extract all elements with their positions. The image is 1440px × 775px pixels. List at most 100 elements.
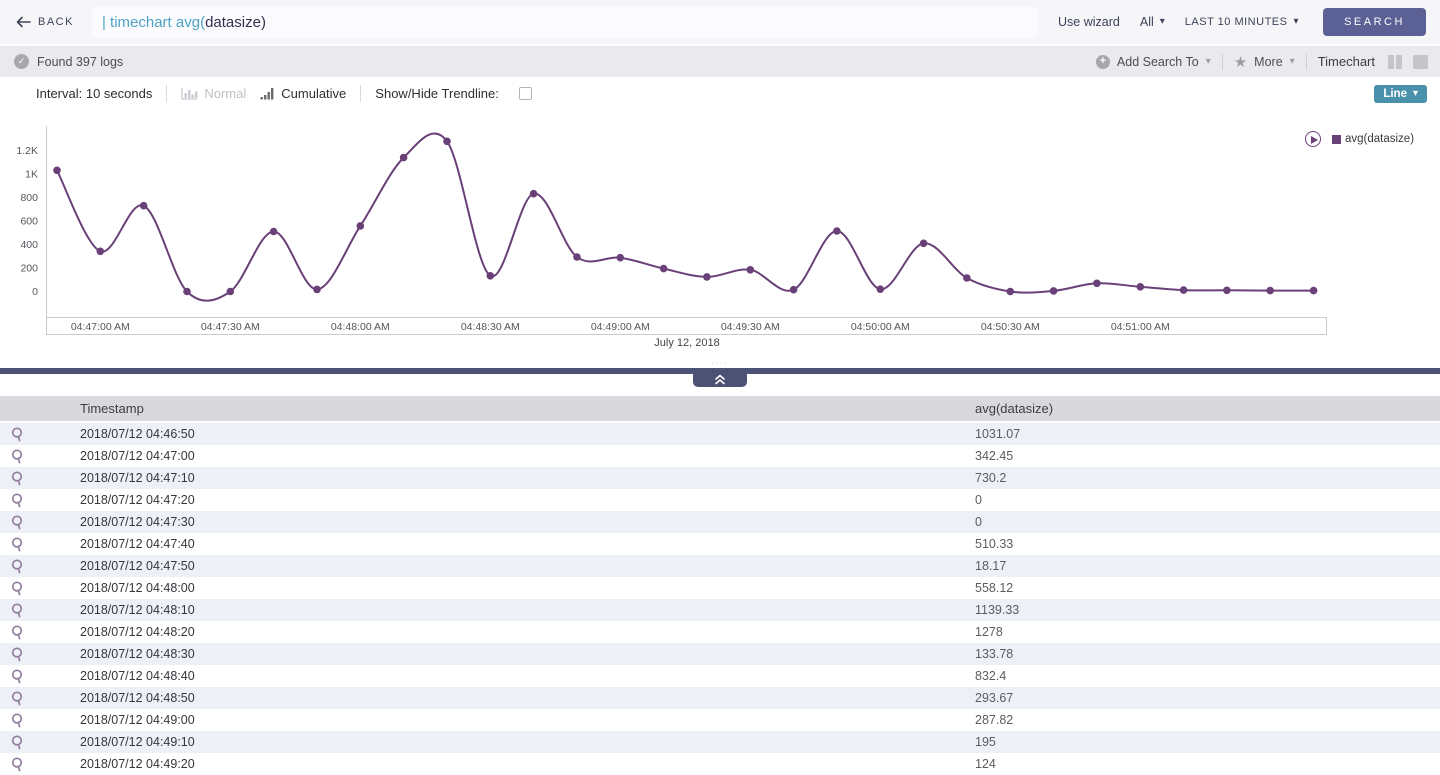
row-timestamp: 2018/07/12 04:47:00: [80, 449, 195, 463]
row-timestamp: 2018/07/12 04:49:10: [80, 735, 195, 749]
table-row: 2018/07/12 04:48:20 1278: [0, 621, 1440, 643]
top-search-bar: BACK | timechart avg(datasize) Use wizar…: [0, 0, 1440, 46]
table-row: 2018/07/12 04:49:00 287.82: [0, 709, 1440, 731]
query-input[interactable]: | timechart avg(datasize): [91, 7, 1039, 37]
time-range-value: LAST 10 MINUTES: [1184, 16, 1288, 28]
chevron-down-icon: ▾: [1205, 55, 1211, 67]
row-search-icon[interactable]: [11, 668, 25, 684]
scope-dropdown[interactable]: All ▾: [1130, 15, 1175, 29]
add-search-to-dropdown[interactable]: + Add Search To ▾: [1095, 54, 1211, 69]
time-range-dropdown[interactable]: LAST 10 MINUTES ▾: [1175, 16, 1309, 28]
row-search-icon[interactable]: [11, 690, 25, 706]
chevron-down-icon: ▾: [1289, 55, 1295, 67]
chevron-down-icon: ▾: [1412, 87, 1418, 99]
row-value: 293.67: [975, 691, 1014, 705]
svg-text:04:48:00 AM: 04:48:00 AM: [331, 321, 390, 333]
svg-text:04:49:00 AM: 04:49:00 AM: [591, 321, 650, 333]
row-value: 510.33: [975, 537, 1014, 551]
scope-value: All: [1139, 15, 1154, 29]
svg-text:04:50:30 AM: 04:50:30 AM: [981, 321, 1040, 333]
row-search-icon[interactable]: [11, 624, 25, 640]
series-legend-label[interactable]: avg(datasize): [1345, 133, 1415, 145]
plus-circle-icon: +: [1095, 54, 1110, 69]
chart-type-dropdown[interactable]: Line ▾: [1374, 84, 1427, 103]
row-search-icon[interactable]: [11, 756, 25, 772]
check-circle-icon: ✓: [14, 54, 29, 69]
timechart: 0 200 400 600 800 1K 1.2K 04:47:00 AM 04:47:30 A…: [0, 110, 1440, 360]
chevron-down-icon: ▾: [1293, 16, 1299, 27]
trendline-label: Show/Hide Trendline:: [375, 86, 499, 101]
normal-mode-button[interactable]: Normal: [181, 86, 246, 101]
row-timestamp: 2018/07/12 04:47:50: [80, 559, 195, 573]
table-row: 2018/07/12 04:48:00 558.12: [0, 577, 1440, 599]
divider: [1221, 53, 1223, 70]
grip-dots-icon: ····: [711, 360, 729, 367]
row-search-icon[interactable]: [11, 426, 25, 442]
use-wizard-link[interactable]: Use wizard: [1058, 15, 1120, 29]
full-view-icon[interactable]: [1413, 54, 1428, 69]
row-value: 1031.07: [975, 427, 1021, 441]
table-row: 2018/07/12 04:48:40 832.4: [0, 665, 1440, 687]
table-row: 2018/07/12 04:47:50 18.17: [0, 555, 1440, 577]
row-search-icon[interactable]: [11, 536, 25, 552]
row-timestamp: 2018/07/12 04:47:40: [80, 537, 195, 551]
more-label: More: [1254, 54, 1283, 69]
column-header-avg-datasize[interactable]: avg(datasize): [975, 401, 1054, 416]
row-search-icon[interactable]: [11, 470, 25, 486]
table-row: 2018/07/12 04:47:00 342.45: [0, 445, 1440, 467]
play-circle-icon[interactable]: [1305, 131, 1321, 147]
svg-text:400: 400: [20, 239, 38, 251]
row-value: 558.12: [975, 581, 1014, 595]
table-row: 2018/07/12 04:47:10 730.2: [0, 467, 1440, 489]
svg-text:600: 600: [20, 216, 38, 228]
row-search-icon[interactable]: [11, 734, 25, 750]
add-search-to-label: Add Search To: [1116, 54, 1199, 69]
cumulative-label: Cumulative: [281, 86, 347, 101]
row-search-icon[interactable]: [11, 646, 25, 662]
row-value: 832.4: [975, 669, 1007, 683]
query-text-command: | timechart avg(: [101, 13, 206, 31]
star-icon: ★: [1233, 53, 1248, 71]
row-timestamp: 2018/07/12 04:48:50: [80, 691, 195, 705]
svg-text:1K: 1K: [25, 169, 38, 181]
query-text-arg: datasize): [205, 13, 266, 31]
search-button[interactable]: SEARCH: [1323, 8, 1426, 36]
found-logs-text: Found 397 logs: [37, 54, 124, 69]
chevron-down-icon: ▾: [1159, 16, 1165, 27]
row-search-icon[interactable]: [11, 492, 25, 508]
row-timestamp: 2018/07/12 04:49:20: [80, 757, 195, 771]
row-value: 195: [975, 735, 996, 749]
column-header-timestamp[interactable]: Timestamp: [80, 401, 144, 416]
svg-text:July 12, 2018: July 12, 2018: [654, 337, 719, 349]
collapse-chart-button[interactable]: [693, 368, 747, 387]
double-chevron-up-icon: [715, 374, 725, 385]
bar-chart-icon: [181, 88, 198, 100]
row-search-icon[interactable]: [11, 558, 25, 574]
svg-text:04:47:00 AM: 04:47:00 AM: [71, 321, 130, 333]
row-search-icon[interactable]: [11, 712, 25, 728]
row-value: 342.45: [975, 449, 1014, 463]
row-search-icon[interactable]: [11, 580, 25, 596]
back-button[interactable]: BACK: [16, 16, 74, 28]
back-label: BACK: [38, 16, 74, 28]
table-row: 2018/07/12 04:49:10 195: [0, 731, 1440, 753]
divider: [360, 85, 362, 102]
more-dropdown[interactable]: ★ More ▾: [1234, 53, 1295, 71]
row-timestamp: 2018/07/12 04:47:30: [80, 515, 195, 529]
divider: [1305, 53, 1307, 70]
trendline-checkbox[interactable]: [518, 87, 532, 100]
table-row: 2018/07/12 04:47:30 0: [0, 511, 1440, 533]
row-value: 0: [975, 515, 982, 529]
row-search-icon[interactable]: [11, 602, 25, 618]
table-row: 2018/07/12 04:48:10 1139.33: [0, 599, 1440, 621]
row-search-icon[interactable]: [11, 514, 25, 530]
row-timestamp: 2018/07/12 04:48:10: [80, 603, 195, 617]
table-row: 2018/07/12 04:48:30 133.78: [0, 643, 1440, 665]
cumulative-mode-button[interactable]: Cumulative: [260, 86, 346, 101]
panel-divider: ····: [0, 360, 1440, 396]
row-timestamp: 2018/07/12 04:48:30: [80, 647, 195, 661]
split-view-icon[interactable]: [1388, 54, 1402, 69]
timechart-plot[interactable]: 0 200 400 600 800 1K 1.2K 04:47:00 AM 04:47:30 A…: [0, 110, 1440, 360]
series-swatch: [1332, 134, 1341, 144]
row-search-icon[interactable]: [11, 448, 25, 464]
